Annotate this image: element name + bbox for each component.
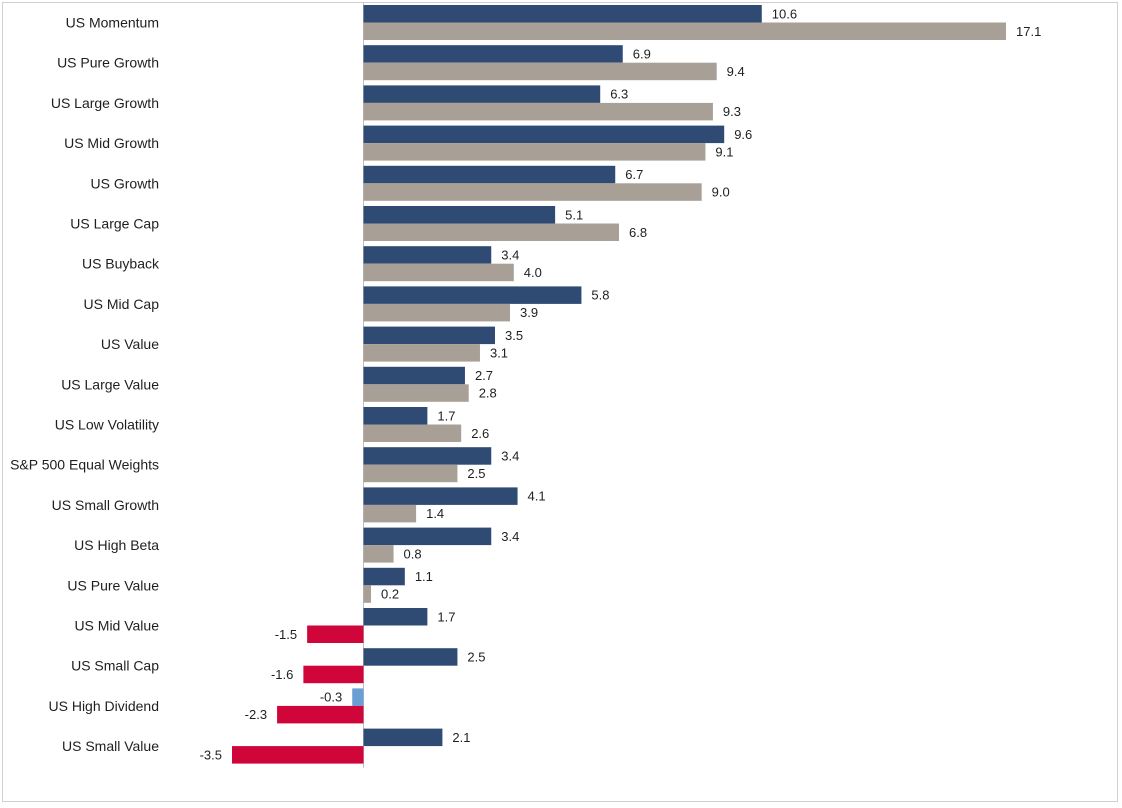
- value-label-series1-us-mid-cap: 5.8: [591, 288, 609, 303]
- bar-series1-us-small-cap: [363, 648, 458, 666]
- category-label-us-value: US Value: [101, 336, 159, 352]
- bar-series2-us-high-dividend: [277, 705, 364, 724]
- category-label-us-growth: US Growth: [91, 175, 159, 191]
- value-label-series1-us-small-value: 2.1: [452, 730, 470, 745]
- value-label-series1-us-mid-growth: 9.6: [734, 127, 752, 142]
- category-label-us-buyback: US Buyback: [82, 256, 160, 272]
- bar-series1-us-momentum: [363, 5, 762, 23]
- bar-series2-us-momentum: [363, 22, 1006, 40]
- value-label-series2-us-large-value: 2.8: [479, 386, 497, 401]
- value-label-series2-us-buyback: 4.0: [524, 265, 542, 280]
- category-label-us-high-beta: US High Beta: [74, 537, 159, 553]
- bar-series1-us-pure-value: [363, 567, 405, 586]
- bar-series1-us-value: [363, 326, 496, 345]
- category-label-us-small-cap: US Small Cap: [71, 658, 159, 674]
- value-label-series1-us-mid-value: 1.7: [437, 609, 455, 624]
- value-label-series1-us-momentum: 10.6: [772, 6, 797, 21]
- value-label-series2-us-high-dividend: -2.3: [245, 707, 267, 722]
- value-label-series2-us-small-cap: -1.6: [271, 667, 293, 682]
- bar-series1-us-mid-value: [363, 608, 428, 626]
- value-label-series2-us-low-volatility: 2.6: [471, 426, 489, 441]
- value-label-series1-us-high-beta: 3.4: [501, 529, 519, 544]
- value-label-series1-us-high-dividend: -0.3: [320, 690, 342, 705]
- value-label-series2-us-small-value: -3.5: [200, 747, 222, 762]
- value-label-series2-us-small-growth: 1.4: [426, 506, 444, 521]
- value-label-series1-us-low-volatility: 1.7: [437, 408, 455, 423]
- category-label-s-p-500-equal-weights: S&P 500 Equal Weights: [10, 457, 159, 473]
- value-label-series2-us-value: 3.1: [490, 345, 508, 360]
- bar-series2-us-high-beta: [363, 545, 394, 563]
- value-label-series2-us-momentum: 17.1: [1016, 24, 1041, 39]
- bar-series2-us-large-value: [363, 384, 469, 402]
- bar-series1-us-high-beta: [363, 527, 492, 546]
- bar-series2-us-mid-growth: [363, 143, 706, 161]
- category-label-us-pure-growth: US Pure Growth: [57, 55, 159, 71]
- bar-series2-us-buyback: [363, 263, 514, 282]
- bar-series1-us-small-growth: [363, 487, 518, 505]
- bar-series2-us-mid-value: [307, 625, 364, 643]
- bar-series2-us-pure-value: [363, 585, 372, 603]
- bar-series1-us-pure-growth: [363, 45, 623, 63]
- bar-series2-us-pure-growth: [363, 62, 717, 81]
- value-label-series1-us-growth: 6.7: [625, 167, 643, 182]
- value-label-series1-us-small-cap: 2.5: [467, 649, 485, 664]
- bar-series2-us-small-cap: [303, 665, 364, 684]
- category-label-us-high-dividend: US High Dividend: [49, 698, 160, 714]
- bar-series2-us-small-value: [231, 746, 364, 764]
- category-label-us-large-growth: US Large Growth: [51, 95, 159, 111]
- value-label-series1-us-small-growth: 4.1: [528, 489, 546, 504]
- value-label-series1-us-buyback: 3.4: [501, 247, 519, 262]
- bar-series1-us-large-value: [363, 366, 465, 385]
- value-label-series1-us-pure-value: 1.1: [415, 569, 433, 584]
- bar-series1-us-high-dividend: [352, 688, 364, 706]
- bar-series1-us-large-growth: [363, 85, 601, 103]
- category-label-us-pure-value: US Pure Value: [67, 577, 159, 593]
- bar-series2-us-growth: [363, 183, 702, 201]
- category-label-us-large-cap: US Large Cap: [70, 216, 159, 232]
- value-label-series1-us-pure-growth: 6.9: [633, 46, 651, 61]
- category-label-us-low-volatility: US Low Volatility: [55, 417, 159, 433]
- bar-series1-us-mid-growth: [363, 125, 725, 144]
- value-label-series2-us-pure-growth: 9.4: [727, 64, 745, 79]
- bar-series1-us-low-volatility: [363, 407, 428, 425]
- value-label-series1-us-value: 3.5: [505, 328, 523, 343]
- bar-series2-us-mid-cap: [363, 303, 511, 322]
- value-label-series2-us-mid-cap: 3.9: [520, 305, 538, 320]
- value-label-series2-us-mid-value: -1.5: [275, 627, 297, 642]
- category-label-us-small-value: US Small Value: [62, 738, 159, 754]
- bar-series1-s-p-500-equal-weights: [363, 447, 492, 465]
- value-label-series2-us-pure-value: 0.2: [381, 587, 399, 602]
- category-label-us-small-growth: US Small Growth: [52, 497, 159, 513]
- bar-series2-us-large-cap: [363, 223, 619, 241]
- value-label-series1-us-large-cap: 5.1: [565, 207, 583, 222]
- category-label-us-mid-value: US Mid Value: [74, 618, 159, 634]
- bar-series1-us-growth: [363, 165, 616, 184]
- bar-series2-s-p-500-equal-weights: [363, 464, 458, 483]
- bar-series1-us-large-cap: [363, 206, 556, 224]
- bar-series2-us-large-growth: [363, 102, 713, 121]
- bar-series2-us-low-volatility: [363, 424, 462, 442]
- bar-series2-us-value: [363, 344, 480, 362]
- value-label-series2-us-growth: 9.0: [712, 185, 730, 200]
- bar-series1-us-mid-cap: [363, 286, 582, 304]
- value-label-series2-us-large-cap: 6.8: [629, 225, 647, 240]
- category-label-us-mid-growth: US Mid Growth: [64, 135, 159, 151]
- value-label-series2-us-high-beta: 0.8: [404, 546, 422, 561]
- bar-series2-us-small-growth: [363, 504, 417, 523]
- value-label-series1-us-large-growth: 6.3: [610, 87, 628, 102]
- value-label-series2-us-mid-growth: 9.1: [715, 144, 733, 159]
- value-label-series1-s-p-500-equal-weights: 3.4: [501, 448, 519, 463]
- bar-series1-us-small-value: [363, 728, 443, 747]
- bar-series1-us-buyback: [363, 246, 492, 264]
- value-label-series2-us-large-growth: 9.3: [723, 104, 741, 119]
- category-label-us-mid-cap: US Mid Cap: [84, 296, 160, 312]
- category-label-us-large-value: US Large Value: [61, 376, 159, 392]
- value-label-series1-us-large-value: 2.7: [475, 368, 493, 383]
- value-label-series2-s-p-500-equal-weights: 2.5: [467, 466, 485, 481]
- category-label-us-momentum: US Momentum: [66, 15, 159, 31]
